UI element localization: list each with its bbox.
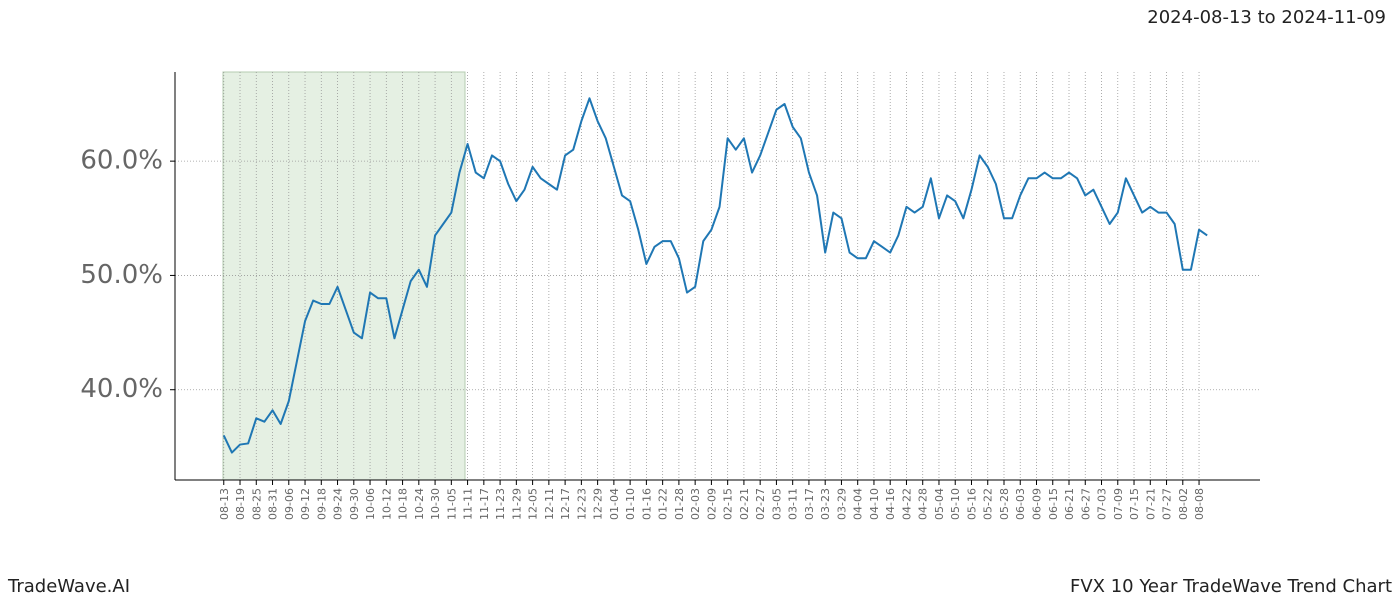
x-tick-label: 04-10 xyxy=(868,488,881,520)
x-tick-label: 09-24 xyxy=(332,488,345,520)
x-tick-label: 09-06 xyxy=(283,488,296,520)
x-tick-label: 07-15 xyxy=(1128,488,1141,520)
x-tick-label: 12-11 xyxy=(543,488,556,520)
x-tick-label: 03-23 xyxy=(819,488,832,520)
x-tick-label: 11-05 xyxy=(445,488,458,520)
x-tick-label: 12-23 xyxy=(575,488,588,520)
brand: TradeWave.AI xyxy=(7,576,130,597)
x-tick-label: 07-21 xyxy=(1144,488,1157,520)
x-tick-label: 10-30 xyxy=(429,488,442,520)
x-tick-label: 11-17 xyxy=(478,488,491,520)
x-tick-label: 06-09 xyxy=(1030,488,1043,520)
x-tick-label: 12-17 xyxy=(559,488,572,520)
x-tick-label: 07-09 xyxy=(1112,488,1125,520)
x-tick-label: 04-04 xyxy=(852,488,865,520)
date-range: 2024-08-13 to 2024-11-09 xyxy=(1147,7,1386,28)
x-tick-label: 08-19 xyxy=(234,488,247,520)
y-tick-label: 40.0% xyxy=(80,374,163,404)
x-tick-label: 10-24 xyxy=(413,488,426,520)
y-tick-label: 60.0% xyxy=(80,146,163,176)
x-tick-label: 08-08 xyxy=(1193,488,1206,520)
x-tick-label: 01-16 xyxy=(640,488,653,520)
x-tick-label: 03-17 xyxy=(803,488,816,520)
x-tick-label: 07-03 xyxy=(1096,488,1109,520)
x-tick-label: 10-18 xyxy=(397,488,410,520)
x-tick-label: 09-18 xyxy=(315,488,328,520)
x-tick-label: 01-10 xyxy=(624,488,637,520)
x-tick-label: 03-11 xyxy=(787,488,800,520)
x-tick-label: 01-28 xyxy=(673,488,686,520)
x-tick-label: 06-03 xyxy=(1014,488,1027,520)
x-tick-label: 12-29 xyxy=(592,488,605,520)
x-tick-label: 08-31 xyxy=(267,488,280,520)
plot xyxy=(222,97,1208,454)
x-tick-label: 04-22 xyxy=(900,488,913,520)
x-tick-label: 06-15 xyxy=(1047,488,1060,520)
x-tick-label: 12-05 xyxy=(527,488,540,520)
x-tick-label: 02-21 xyxy=(738,488,751,520)
x-tick-label: 04-16 xyxy=(884,488,897,520)
x-tick-label: 11-23 xyxy=(494,488,507,520)
x-tick-label: 08-25 xyxy=(250,488,263,520)
x-tick-label: 02-03 xyxy=(689,488,702,520)
x-tick-label: 05-04 xyxy=(933,488,946,520)
x-tick-label: 10-12 xyxy=(380,488,393,520)
x-tick-label: 05-10 xyxy=(949,488,962,520)
x-tick-label: 06-27 xyxy=(1079,488,1092,520)
x-tick-label: 01-04 xyxy=(608,488,621,520)
x-tick-label: 02-09 xyxy=(705,488,718,520)
x-tick-label: 09-12 xyxy=(299,488,312,520)
x-tick-label: 04-28 xyxy=(917,488,930,520)
x-tick-label: 08-02 xyxy=(1177,488,1190,520)
x-tick-label: 10-06 xyxy=(364,488,377,520)
x-tick-label: 02-15 xyxy=(722,488,735,520)
x-tick-label: 07-27 xyxy=(1161,488,1174,520)
y-tick-label: 50.0% xyxy=(80,260,163,290)
x-tick-label: 09-30 xyxy=(348,488,361,520)
x-tick-label: 06-21 xyxy=(1063,488,1076,520)
data-line xyxy=(222,97,1208,454)
x-tick-label: 03-05 xyxy=(770,488,783,520)
x-tick-label: 05-28 xyxy=(998,488,1011,520)
x-tick-label: 11-11 xyxy=(462,488,475,520)
highlight-region xyxy=(222,71,466,481)
chart-title: FVX 10 Year TradeWave Trend Chart xyxy=(1070,576,1392,597)
x-tick-label: 05-16 xyxy=(965,488,978,520)
x-tick-label: 05-22 xyxy=(982,488,995,520)
x-tick-label: 01-22 xyxy=(657,488,670,520)
grid xyxy=(175,72,1260,480)
x-tick-label: 02-27 xyxy=(754,488,767,520)
x-tick-label: 11-29 xyxy=(510,488,523,520)
x-tick-label: 03-29 xyxy=(835,488,848,520)
x-tick-label: 08-13 xyxy=(218,488,231,520)
